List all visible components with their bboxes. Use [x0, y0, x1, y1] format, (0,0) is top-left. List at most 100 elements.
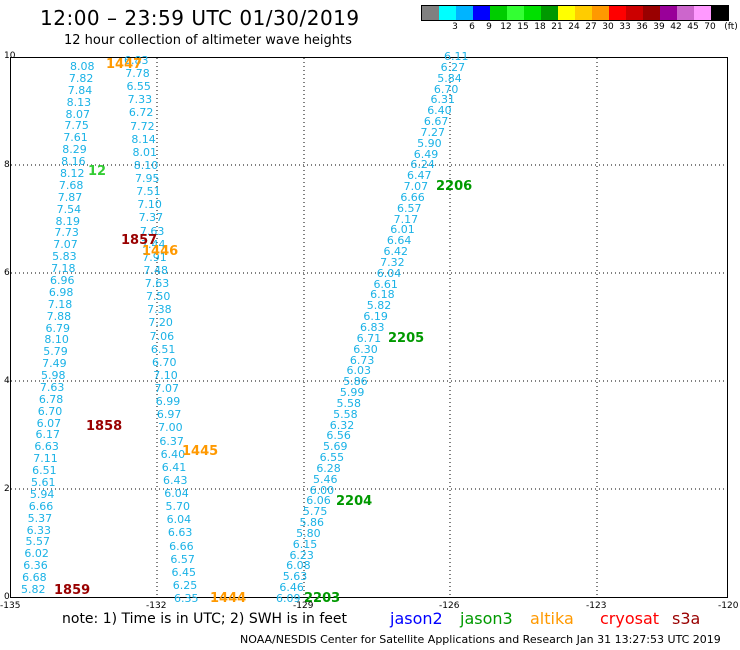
wave-height-value: 6.56 — [326, 429, 351, 443]
pass-time-label: 1859 — [54, 583, 91, 598]
color-scale-label: 9 — [486, 22, 492, 32]
wave-height-value: 6.02 — [24, 547, 49, 561]
wave-height-value: 6.31 — [430, 93, 456, 107]
color-swatch — [626, 6, 643, 20]
wave-height-value: 6.45 — [171, 565, 197, 579]
color-swatch — [609, 6, 626, 20]
wave-height-value: 7.63 — [139, 224, 165, 238]
wave-height-value: 8.10 — [44, 333, 69, 347]
wave-height-value: 5.83 — [52, 250, 77, 264]
wave-height-value: 7.88 — [46, 309, 72, 323]
wave-height-value: 6.00 — [309, 483, 335, 497]
wave-height-value: 8.08 — [70, 60, 95, 73]
wave-height-value: 8.07 — [65, 107, 91, 121]
color-scale-label: 45 — [687, 22, 699, 32]
wave-height-value: 5.86 — [299, 516, 325, 530]
wave-height-value: 5.79 — [43, 345, 68, 359]
wave-height-value: 6.40 — [427, 104, 452, 118]
color-scale-label: 12 — [500, 22, 512, 32]
pass-time-label: 2206 — [436, 179, 473, 194]
wave-height-value: 5.82 — [366, 299, 392, 313]
wave-height-value: 6.96 — [49, 273, 75, 287]
color-scale-unit: (ft) — [724, 22, 738, 32]
wave-height-value: 7.10 — [137, 198, 162, 212]
wave-height-value: 6.63 — [34, 440, 59, 454]
wave-height-value: 6.47 — [407, 169, 432, 183]
wave-height-value: 6.57 — [170, 552, 195, 566]
wave-height-value: 6.64 — [386, 234, 412, 248]
wave-height-value: 6.03 — [346, 364, 372, 378]
wave-height-value: 6.15 — [292, 537, 318, 551]
wave-height-value: 5.90 — [417, 136, 442, 150]
wave-height-value: 6.46 — [279, 581, 304, 595]
wave-height-value: 6.32 — [329, 418, 355, 432]
wave-height-value: 6.24 — [410, 158, 435, 172]
color-swatch — [575, 6, 592, 20]
wave-height-value: 7.63 — [39, 380, 65, 394]
wave-height-value: 5.99 — [339, 386, 365, 400]
color-swatch — [524, 6, 541, 20]
wave-height-value: 6.23 — [289, 548, 314, 562]
y-tick-label: 10 — [4, 51, 16, 61]
wave-height-value: 6.41 — [161, 460, 187, 474]
color-swatch — [558, 6, 575, 20]
wave-height-value: 6.27 — [440, 60, 466, 74]
wave-height-value: 8.29 — [62, 143, 87, 157]
wave-height-value: 7.75 — [64, 119, 89, 133]
x-tick-label: -135 — [0, 601, 21, 611]
wave-height-value: 6.18 — [370, 288, 395, 302]
x-tick-label: -126 — [439, 601, 460, 611]
wave-height-value: 5.82 — [21, 583, 46, 596]
wave-height-value: 7.38 — [147, 303, 172, 317]
wave-height-value: 5.58 — [333, 407, 358, 421]
wave-height-value: 8.13 — [66, 95, 92, 109]
pass-time-label: 1445 — [182, 444, 219, 459]
color-scale-label: 42 — [670, 22, 682, 32]
wave-height-value: 7.10 — [153, 368, 178, 382]
wave-height-value: 6.04 — [166, 513, 192, 527]
wave-height-value: 6.19 — [363, 310, 388, 324]
color-swatch — [694, 6, 711, 20]
footnote: note: 1) Time is in UTC; 2) SWH is in fe… — [62, 611, 348, 627]
y-tick-label: 8 — [4, 160, 10, 170]
x-tick-label: -120 — [718, 601, 739, 611]
wave-height-value: 6.42 — [383, 245, 409, 259]
x-tick-label: -129 — [293, 601, 314, 611]
wave-height-value: 6.25 — [172, 578, 198, 592]
color-swatch — [660, 6, 677, 20]
wave-height-value: 6.73 — [349, 353, 375, 367]
wave-height-value: 6.57 — [396, 201, 422, 215]
color-swatch — [507, 6, 524, 20]
wave-height-value: 7.18 — [47, 297, 73, 311]
wave-height-value: 7.61 — [63, 131, 88, 145]
wave-height-value: 7.06 — [149, 329, 175, 343]
wave-height-value: 6.66 — [400, 190, 425, 204]
wave-height-value: 6.36 — [23, 559, 48, 573]
pass-time-label: 1858 — [86, 419, 123, 434]
wave-height-value: 6.66 — [28, 499, 54, 513]
color-swatch — [677, 6, 694, 20]
wave-height-value: 7.51 — [136, 185, 161, 199]
satellite-legend-item: cryosat — [600, 609, 660, 628]
satellite-legend-item: s3a — [672, 609, 701, 628]
wave-height-value: 5.57 — [25, 535, 50, 549]
page-subtitle: 12 hour collection of altimeter wave hei… — [64, 33, 352, 48]
wave-height-value: 7.82 — [68, 71, 94, 85]
wave-height-value: 6.01 — [390, 223, 415, 237]
color-swatch — [711, 6, 728, 20]
wave-height-value: 5.37 — [27, 511, 53, 525]
color-scale-label: 3 — [452, 22, 458, 32]
wave-height-value: 7.49 — [42, 357, 67, 371]
pass-time-label: 2203 — [304, 591, 341, 606]
wave-height-value: 6.71 — [356, 331, 382, 345]
wave-height-value: 7.44 — [141, 237, 166, 251]
page-title: 12:00 – 23:59 UTC 01/30/2019 — [40, 6, 360, 30]
wave-height-value: 6.37 — [159, 434, 184, 448]
color-scale-label: 70 — [704, 22, 716, 32]
pass-time-label: 1447 — [106, 57, 143, 72]
wave-height-value: 7.84 — [67, 83, 93, 97]
wave-height-value: 6.83 — [124, 54, 149, 67]
color-swatch — [456, 6, 473, 20]
wave-height-value: 6.51 — [32, 464, 57, 478]
wave-height-value: 6.83 — [360, 321, 385, 334]
